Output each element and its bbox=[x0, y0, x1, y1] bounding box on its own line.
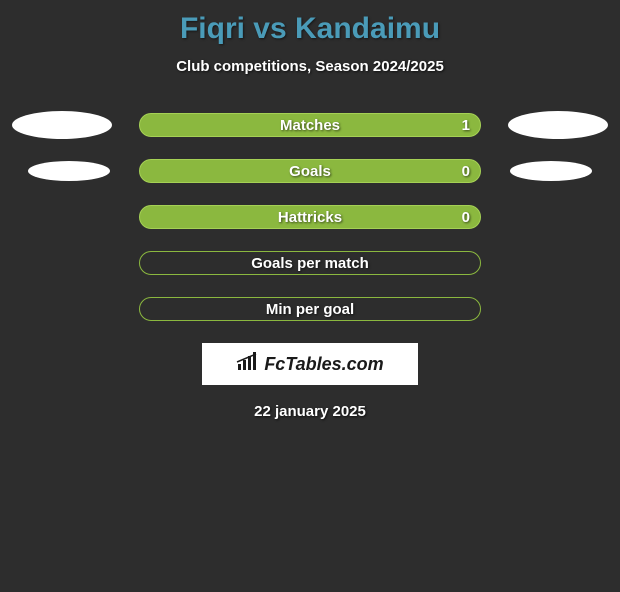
player-right-placeholder bbox=[510, 161, 592, 181]
stat-row-min-per-goal: Min per goal bbox=[0, 297, 620, 321]
logo-box[interactable]: FcTables.com bbox=[202, 343, 418, 385]
stat-label: Min per goal bbox=[266, 301, 354, 318]
logo-text: FcTables.com bbox=[264, 354, 383, 375]
player-left-placeholder bbox=[28, 161, 110, 181]
stat-bar: Min per goal bbox=[139, 297, 481, 321]
stat-label: Goals bbox=[289, 163, 331, 180]
logo-content: FcTables.com bbox=[236, 352, 383, 377]
stat-label: Hattricks bbox=[278, 209, 342, 226]
stat-label: Matches bbox=[280, 117, 340, 134]
stat-row-matches: Matches 1 bbox=[0, 113, 620, 137]
stat-bar: Hattricks 0 bbox=[139, 205, 481, 229]
player-left-placeholder bbox=[12, 111, 112, 139]
comparison-subtitle: Club competitions, Season 2024/2025 bbox=[0, 58, 620, 75]
stat-label: Goals per match bbox=[251, 255, 369, 272]
stat-value: 0 bbox=[462, 163, 470, 180]
stat-bar: Matches 1 bbox=[139, 113, 481, 137]
stat-bar: Goals per match bbox=[139, 251, 481, 275]
stat-value: 1 bbox=[462, 117, 470, 134]
chart-icon bbox=[236, 352, 260, 377]
stat-row-goals-per-match: Goals per match bbox=[0, 251, 620, 275]
player-right-placeholder bbox=[508, 111, 608, 139]
stat-row-goals: Goals 0 bbox=[0, 159, 620, 183]
comparison-title: Fiqri vs Kandaimu bbox=[0, 12, 620, 46]
date-text: 22 january 2025 bbox=[0, 403, 620, 420]
stat-row-hattricks: Hattricks 0 bbox=[0, 205, 620, 229]
stat-bar: Goals 0 bbox=[139, 159, 481, 183]
stat-value: 0 bbox=[462, 209, 470, 226]
stats-container: Matches 1 Goals 0 Hattricks 0 Goals per … bbox=[0, 113, 620, 321]
